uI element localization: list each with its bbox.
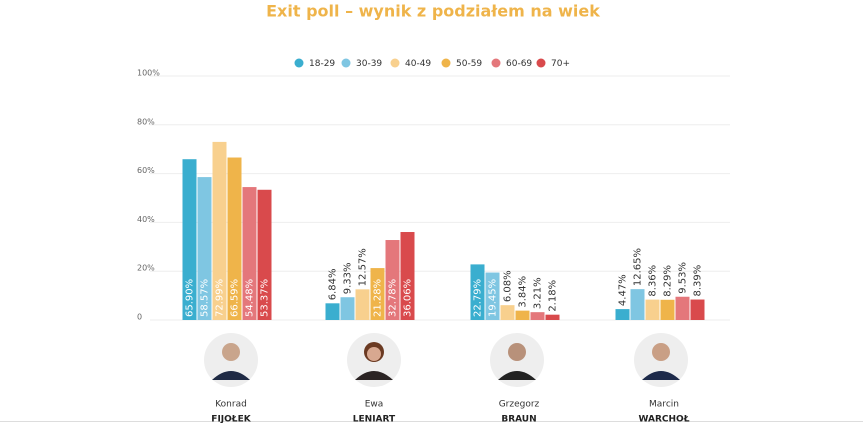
bar (370, 268, 385, 320)
legend-label: 50-59 (456, 59, 482, 69)
value-label: 2.18% (548, 280, 559, 312)
value-label: 8.36% (648, 265, 659, 297)
value-label: 58.57% (200, 279, 211, 317)
value-label: 32.78% (388, 279, 399, 317)
y-tick-label: 0 (137, 313, 142, 322)
y-tick-label: 80% (137, 117, 155, 126)
bar (385, 240, 400, 320)
photo (490, 333, 544, 387)
y-tick-label: 40% (137, 215, 155, 224)
bar (615, 309, 630, 320)
photo (204, 333, 258, 387)
bar (182, 159, 197, 320)
bar (545, 314, 560, 320)
bar (675, 296, 690, 320)
bar (485, 272, 500, 320)
legend-label: 70+ (551, 59, 570, 69)
bar (630, 289, 645, 320)
legend-label: 40-49 (405, 59, 431, 69)
legend-marker (294, 58, 304, 68)
value-label: 72.99% (215, 279, 226, 317)
value-label: 9.33% (343, 262, 354, 294)
y-tick-label: 100% (137, 69, 160, 78)
legend-label: 60-69 (506, 59, 532, 69)
value-label: 54.48% (245, 279, 256, 317)
x-tick-label: Konrad (215, 400, 247, 410)
y-tick-label: 60% (137, 166, 155, 175)
value-label: 6.84% (328, 269, 339, 301)
value-label: 21.28% (373, 279, 384, 317)
x-tick-label: Grzegorz (499, 400, 540, 410)
x-tick-label: Marcin (649, 400, 679, 410)
value-label: 53.37% (260, 279, 271, 317)
value-label: 8.39% (693, 265, 704, 297)
bar (530, 312, 545, 320)
x-tick-label: WARCHOŁ (639, 415, 690, 423)
bar (470, 264, 485, 320)
photos (204, 333, 688, 387)
bar (257, 189, 272, 320)
bar (400, 232, 415, 320)
value-label: 8.29% (663, 265, 674, 297)
value-label: 65.90% (185, 279, 196, 317)
bar (645, 299, 660, 320)
bar (355, 289, 370, 320)
legend-marker (441, 58, 451, 68)
bar (660, 299, 675, 320)
y-tick-label: 20% (137, 264, 155, 273)
value-label: 9.53% (678, 262, 689, 294)
bar (690, 299, 705, 320)
value-label: 22.79% (473, 279, 484, 317)
bar (227, 157, 242, 320)
value-label: 12.65% (633, 248, 644, 286)
x-tick-label: BRAUN (501, 415, 536, 423)
value-label: 3.84% (518, 276, 529, 308)
bar (515, 310, 530, 320)
bar (242, 187, 257, 320)
photo (634, 333, 688, 387)
value-label: 66.59% (230, 279, 241, 317)
legend-label: 18-29 (309, 59, 335, 69)
bar (325, 303, 340, 320)
legend-marker (536, 58, 546, 68)
photo (347, 333, 401, 387)
legend-marker (491, 58, 501, 68)
legend-label: 30-39 (356, 59, 382, 69)
x-tick-label: FIJOŁEK (211, 415, 251, 423)
value-label: 6.08% (503, 270, 514, 302)
bar (500, 305, 515, 320)
x-tick-label: Ewa (365, 400, 384, 410)
value-label: 19.45% (488, 279, 499, 317)
bar (197, 177, 212, 320)
bar (212, 141, 227, 320)
bar (340, 297, 355, 320)
legend-marker (341, 58, 351, 68)
x-tick-label: LENIART (353, 415, 396, 423)
value-label: 12.57% (358, 248, 369, 286)
value-label: 36.06% (403, 279, 414, 317)
legend-marker (390, 58, 400, 68)
value-label: 4.47% (618, 274, 629, 306)
chart-title: Exit poll – wynik z podziałem na wiek (266, 2, 600, 21)
value-label: 3.21% (533, 277, 544, 309)
